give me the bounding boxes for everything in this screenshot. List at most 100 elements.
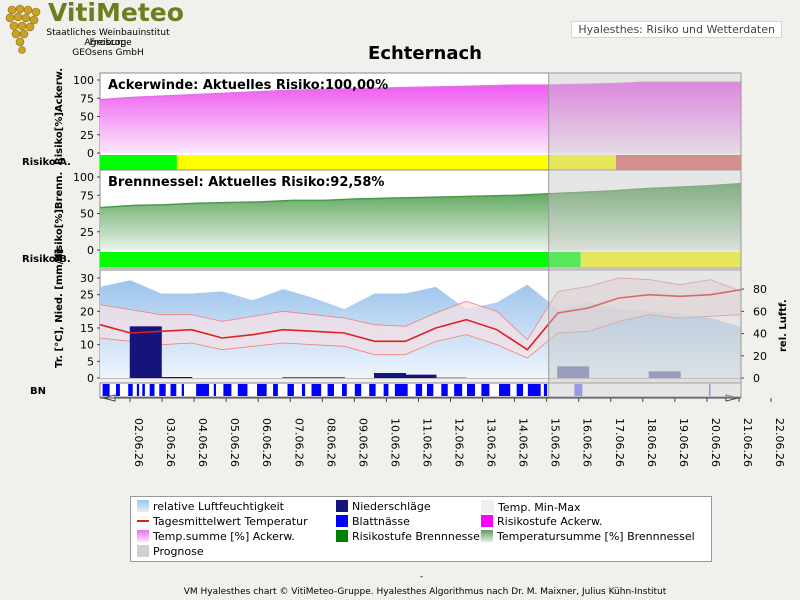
leafwet-block — [159, 384, 166, 396]
leafwet-block — [415, 384, 423, 396]
leafwet-block — [142, 384, 145, 396]
ackerwinde-current-risk-label: Ackerwinde: Aktuelles Risiko:100,00% — [108, 78, 388, 93]
legend-label-risk-ackerw: Risikostufe Ackerw. — [497, 515, 603, 528]
date-label: 14.06.26 — [517, 418, 530, 467]
legend-swatch-prognose — [137, 545, 149, 557]
precip-bar — [129, 326, 162, 378]
panel-weather: 30 25 20 15 10 5 0 80 60 40 20 0 Tr. [°C], Nied. [mm… — [30, 249, 789, 467]
leafwet-block — [149, 384, 155, 396]
precip-bar — [160, 377, 193, 378]
leafwet-block — [499, 384, 511, 396]
date-label: 18.06.26 — [645, 418, 658, 467]
brand-block: VitiMeteo Staatliches Weinbauinstitut Fr… — [0, 0, 190, 62]
date-label: 10.06.26 — [388, 418, 401, 467]
legend-swatch-humidity — [137, 500, 149, 512]
leafwet-block — [237, 384, 248, 396]
date-label: 15.06.26 — [549, 418, 562, 467]
legend-label-leafwet: Blattnässe — [352, 515, 410, 528]
leafwet-block — [170, 384, 177, 396]
leafwet-block — [574, 384, 583, 396]
ackerwinde-ytick-label: 50 — [80, 111, 94, 124]
prognose-overlay — [548, 72, 742, 398]
leafwet-block — [527, 384, 541, 396]
brennnessel-ytick-label: 25 — [80, 226, 94, 239]
copyright-footer: VM Hyalesthes chart © VitiMeteo-Gruppe. … — [183, 587, 667, 597]
brennnessel-ytick-label: 75 — [80, 189, 94, 202]
leafwet-block — [383, 384, 389, 396]
leafwet-block — [181, 384, 184, 396]
precip-bar — [312, 377, 345, 378]
brennnessel-label-prefix: Brennnessel: — [108, 175, 208, 190]
weather-ytick-left-label: 15 — [80, 322, 94, 335]
weather-ytick-right-label: 20 — [753, 350, 767, 363]
legend: relative Luftfeuchtigkeit Niederschläge … — [130, 496, 712, 562]
ackerwinde-risk-row-label: Risiko A. — [22, 157, 71, 168]
leafwet-block — [466, 384, 475, 396]
leafwet-block — [311, 384, 322, 396]
grape-logo-icon — [5, 4, 41, 54]
brennnessel-current-risk-label: Brennnessel: Aktuelles Risiko:92,58% — [108, 175, 384, 190]
leafwet-block — [128, 384, 133, 396]
ackerwinde-line — [99, 81, 741, 101]
date-label: 06.06.26 — [260, 418, 273, 467]
weather-ytick-right-label: 0 — [753, 372, 760, 385]
brennnessel-ytick-label: 0 — [87, 244, 94, 257]
ackerwinde-ytick-label: 100 — [73, 74, 94, 87]
date-label: 17.06.26 — [613, 418, 626, 467]
ackerwinde-ylabel: Risiko[%]Ackerw. — [54, 68, 65, 165]
footer-dash: - — [420, 572, 424, 582]
leafwet-block — [354, 384, 362, 396]
leafwet-block — [287, 384, 294, 396]
weather-ytick-right-label: 40 — [753, 328, 767, 341]
weather-ytick-left-label: 5 — [87, 355, 94, 368]
precip-bar — [404, 374, 437, 378]
leafwet-block — [223, 384, 232, 396]
leafwet-block — [543, 384, 548, 396]
temp-minmax-band — [100, 278, 741, 358]
leafwet-block — [481, 384, 490, 396]
leafwet-block — [394, 384, 408, 396]
legend-label-temp-mean: Tagesmittelwert Temperatur — [153, 515, 308, 528]
legend-swatch-tsum-ackerw — [137, 530, 149, 542]
ackerwinde-ytick-label: 75 — [80, 92, 94, 105]
ackerwinde-ytick-label: 0 — [87, 147, 94, 160]
leafwet-block — [708, 384, 711, 396]
brand-name: VitiMeteo — [48, 0, 184, 27]
date-label: 21.06.26 — [741, 418, 754, 467]
leafwet-block — [516, 384, 524, 396]
brennnessel-line — [99, 182, 742, 209]
ackerwinde-risk-band — [176, 155, 549, 170]
legend-label-humidity: relative Luftfeuchtigkeit — [153, 500, 284, 513]
legend-label-precip: Niederschläge — [352, 500, 431, 513]
legend-label-temp-minmax: Temp. Min-Max — [498, 501, 581, 514]
weather-ytick-right-label: 80 — [753, 283, 767, 296]
date-label: 03.06.26 — [164, 418, 177, 467]
panel-ackerwinde: 100 75 50 25 0 Ackerwinde: Aktuelles Risiko:1… — [22, 68, 742, 171]
date-label: 13.06.26 — [485, 418, 498, 467]
brennnessel-area — [100, 183, 741, 250]
brennnessel-label-value: 92,58% — [330, 175, 384, 190]
station-title: Echternach — [368, 43, 482, 64]
legend-item-temp-mean: Tagesmittelwert Temperatur — [137, 515, 308, 529]
brennnessel-label-text: Aktuelles Risiko: — [208, 175, 330, 190]
leafwet-block — [426, 384, 434, 396]
ackerwinde-area — [100, 82, 741, 153]
legend-swatch-leafwet — [336, 515, 348, 527]
brennnessel-ytick-label: 100 — [73, 171, 94, 184]
weather-ytick-left-label: 30 — [80, 272, 94, 285]
legend-swatch-precip — [336, 500, 348, 512]
legend-swatch-tsum-brenn — [481, 530, 493, 542]
legend-item-precip: Niederschläge — [336, 500, 431, 514]
leafwet-block — [136, 384, 140, 396]
date-label: 19.06.26 — [677, 418, 690, 467]
date-label: 12.06.26 — [453, 418, 466, 467]
precip-bar — [557, 366, 590, 378]
legend-item-humidity: relative Luftfeuchtigkeit — [137, 500, 284, 514]
date-label: 09.06.26 — [356, 418, 369, 467]
legend-label-tsum-ackerw: Temp.summe [%] Ackerw. — [153, 530, 295, 543]
leafwet-block — [454, 384, 463, 396]
brennnessel-risk-band — [100, 252, 549, 267]
date-label: 16.06.26 — [581, 418, 594, 467]
weather-ytick-left-label: 20 — [80, 305, 94, 318]
